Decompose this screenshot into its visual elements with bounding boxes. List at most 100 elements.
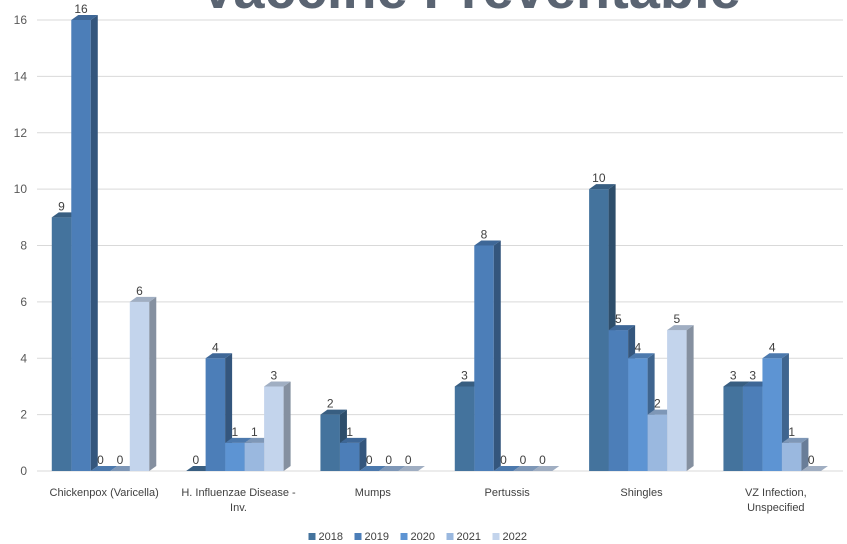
y-tick-label: 10 [14, 182, 28, 196]
y-tick-label: 8 [20, 239, 27, 253]
bar-side [686, 325, 694, 471]
bar-front [71, 20, 91, 471]
data-label: 4 [635, 340, 642, 354]
bar [667, 325, 694, 471]
bar-front [454, 386, 475, 471]
legend-label: 2021 [457, 531, 481, 543]
legend-label: 2019 [365, 531, 389, 543]
y-tick-label: 12 [14, 126, 28, 140]
x-tick-label: Inv. [230, 502, 247, 514]
data-label: 1 [788, 425, 795, 439]
data-label: 0 [539, 453, 546, 467]
y-tick-label: 4 [20, 351, 27, 365]
y-tick-label: 14 [14, 69, 28, 83]
bar-top [493, 466, 521, 471]
data-label: 1 [346, 425, 353, 439]
legend-swatch [492, 533, 500, 540]
legend-swatch [400, 533, 408, 540]
legend-label: 2022 [503, 531, 527, 543]
bar [378, 466, 406, 471]
bar [71, 15, 98, 471]
x-tick-label: Chickenpox (Varicella) [50, 487, 159, 499]
legend: 2018 2019 2020 2021 2022 [308, 531, 527, 543]
bar-top [628, 353, 655, 359]
bar [801, 466, 828, 471]
bar-top [608, 325, 636, 331]
x-tick-label: Shingles [620, 487, 663, 499]
legend-swatch [446, 533, 454, 540]
bar-front [781, 442, 802, 471]
bar-front [667, 330, 687, 471]
data-label: 8 [481, 228, 488, 242]
bar-top [378, 466, 406, 471]
bar-top [225, 437, 252, 443]
legend-item: 2022 [492, 531, 527, 543]
bar-top [801, 466, 828, 471]
data-label: 4 [212, 340, 219, 354]
bar-front [474, 245, 494, 471]
data-label: 3 [730, 368, 737, 382]
bar-front [244, 442, 265, 471]
bar-top [90, 466, 118, 471]
data-label: 5 [615, 312, 622, 326]
data-label: 2 [654, 397, 661, 411]
legend-swatch [354, 533, 362, 540]
bar [339, 437, 367, 471]
data-label: 0 [385, 453, 392, 467]
bar [359, 466, 386, 471]
x-tick-label: Unspecified [747, 502, 804, 514]
data-label: 9 [58, 199, 65, 213]
bar [781, 437, 809, 471]
data-label: 0 [405, 453, 412, 467]
bar-top [339, 437, 367, 443]
y-tick-label: 16 [14, 13, 28, 27]
data-label: 10 [592, 171, 606, 185]
bar-front [339, 442, 360, 471]
legend-item: 2021 [446, 531, 481, 543]
bar-side [283, 381, 291, 471]
legend-item: 2019 [354, 531, 389, 543]
bar-top [474, 240, 501, 246]
data-label: 6 [136, 284, 143, 298]
bar-top [71, 15, 98, 20]
bar [474, 240, 501, 471]
data-label: 3 [461, 368, 468, 382]
bar-front [320, 414, 340, 471]
data-label: 0 [366, 453, 373, 467]
y-tick-label: 6 [20, 295, 27, 309]
data-label: 0 [117, 453, 124, 467]
bar-side [801, 437, 809, 471]
data-label: 4 [769, 340, 776, 354]
bar-series [51, 15, 828, 471]
grid-lines [37, 19, 843, 472]
data-label: 0 [808, 453, 815, 467]
bar-side [90, 15, 98, 471]
data-label: 3 [271, 368, 278, 382]
bar-front [723, 386, 743, 471]
data-label: 5 [674, 312, 681, 326]
chart-title: Vaccine Preventable [199, 0, 741, 20]
data-label: 0 [500, 453, 507, 467]
bar [513, 466, 540, 471]
data-label: 1 [232, 425, 239, 439]
bar-top [589, 184, 616, 190]
bar-front [628, 358, 648, 471]
legend-label: 2020 [411, 531, 435, 543]
x-tick-label: Pertussis [485, 487, 531, 499]
bar [398, 466, 425, 471]
bar-front [51, 217, 72, 471]
bar-side [149, 296, 157, 471]
bar [264, 381, 291, 471]
y-tick-label: 2 [20, 408, 27, 422]
bar [129, 296, 157, 471]
bar-front [608, 330, 629, 471]
data-label: 0 [520, 453, 527, 467]
bar-front [742, 386, 763, 471]
bar-side [493, 240, 501, 471]
bar [90, 466, 118, 471]
bar-top [532, 466, 560, 471]
bar-side [359, 437, 367, 471]
bar-front [762, 358, 782, 471]
data-label: 16 [74, 2, 88, 16]
